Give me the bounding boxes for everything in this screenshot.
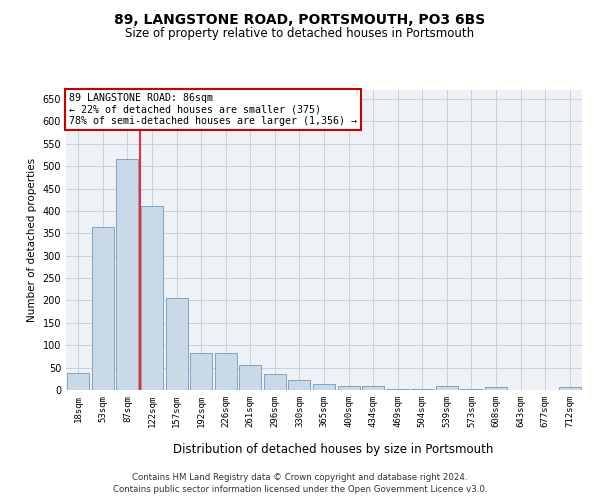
Bar — [485, 387, 507, 390]
Bar — [338, 386, 359, 390]
Bar — [166, 298, 188, 390]
Bar — [313, 384, 335, 390]
Bar — [386, 389, 409, 390]
Text: 89, LANGSTONE ROAD, PORTSMOUTH, PO3 6BS: 89, LANGSTONE ROAD, PORTSMOUTH, PO3 6BS — [115, 12, 485, 26]
Bar — [559, 387, 581, 390]
Bar — [289, 380, 310, 390]
Bar — [92, 226, 114, 390]
Bar — [141, 206, 163, 390]
Bar — [116, 160, 139, 390]
Text: Contains HM Land Registry data © Crown copyright and database right 2024.: Contains HM Land Registry data © Crown c… — [132, 472, 468, 482]
Bar — [460, 389, 482, 390]
Bar — [362, 386, 384, 390]
Bar — [239, 366, 262, 390]
Text: Distribution of detached houses by size in Portsmouth: Distribution of detached houses by size … — [173, 442, 493, 456]
Text: 89 LANGSTONE ROAD: 86sqm
← 22% of detached houses are smaller (375)
78% of semi-: 89 LANGSTONE ROAD: 86sqm ← 22% of detach… — [68, 93, 356, 126]
Y-axis label: Number of detached properties: Number of detached properties — [27, 158, 37, 322]
Bar — [264, 374, 286, 390]
Bar — [436, 386, 458, 390]
Text: Size of property relative to detached houses in Portsmouth: Size of property relative to detached ho… — [125, 28, 475, 40]
Bar — [215, 354, 237, 390]
Bar — [190, 354, 212, 390]
Bar — [411, 389, 433, 390]
Bar — [67, 374, 89, 390]
Text: Contains public sector information licensed under the Open Government Licence v3: Contains public sector information licen… — [113, 485, 487, 494]
